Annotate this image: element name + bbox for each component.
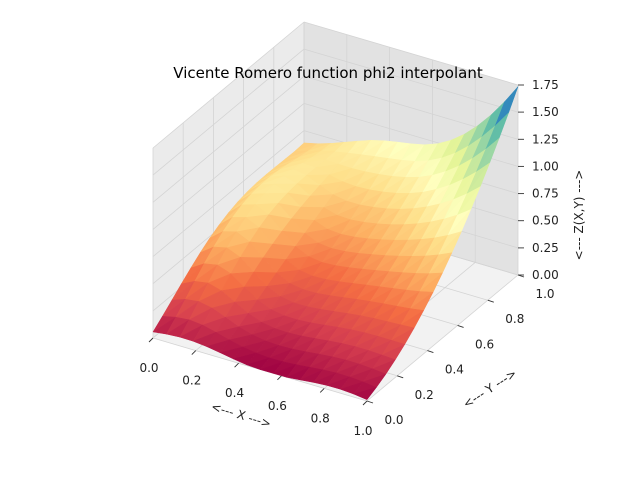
x-tick-label: 1.0 [353, 424, 372, 438]
back-grid-z [303, 48, 519, 113]
chart-title: Vicente Romero function phi2 interpolant [173, 64, 483, 82]
y-tick-mark [427, 350, 434, 354]
x-tick-label: 0.8 [311, 411, 330, 425]
z-tick-label: 0.75 [532, 187, 559, 201]
z-tick-label: 1.75 [532, 78, 559, 92]
x-tick-mark [277, 375, 282, 381]
left-grid-z [152, 48, 305, 176]
back-grid-z [303, 21, 519, 86]
z-axis-label: <--- Z(X,Y) ---> [572, 170, 586, 261]
axis-ticks: 0.0 0.2 0.4 0.6 0.8 1.0 0.0 0.2 0.4 0.6 0.8 1.0 0.00… [139, 78, 558, 438]
x-tick-label: 0.2 [182, 374, 201, 388]
y-axis-label: <--- Y ---> [460, 366, 519, 411]
surface-mesh [152, 86, 519, 401]
y-tick-mark [397, 375, 404, 379]
y-tick-mark [366, 400, 374, 404]
x-tick-label: 0.0 [139, 361, 158, 375]
y-tick-mark [487, 299, 494, 303]
y-tick-mark [457, 324, 464, 328]
x-tick-label: 0.4 [225, 386, 244, 400]
y-tick-label: 0.6 [475, 337, 494, 351]
x-tick-mark [234, 362, 239, 368]
y-tick-label: 0.8 [505, 312, 524, 326]
left-grid-z [152, 103, 305, 230]
y-tick-label: 0.2 [415, 388, 434, 402]
z-tick-label: 0.25 [532, 241, 559, 255]
z-tick-label: 1.00 [532, 159, 559, 173]
left-grid-z [152, 21, 305, 149]
x-tick-label: 0.6 [268, 399, 287, 413]
x-tick-mark [319, 388, 325, 393]
x-axis-label: <--- X ---> [209, 399, 272, 431]
y-tick-label: 0.0 [384, 413, 403, 427]
left-grid-z [152, 75, 305, 203]
y-tick-label: 1.0 [535, 287, 554, 301]
surface-facet [352, 386, 378, 401]
z-tick-label: 1.50 [532, 105, 559, 119]
x-tick-mark [362, 400, 368, 406]
z-tick-label: 0.00 [532, 268, 559, 282]
x-tick-mark [191, 350, 197, 355]
x-tick-mark [148, 337, 154, 343]
y-tick-label: 0.4 [445, 363, 464, 377]
floor-grid-x [366, 274, 519, 402]
left-grid-z [152, 130, 305, 257]
z-tick-label: 1.25 [532, 132, 559, 146]
z-tick-label: 0.50 [532, 214, 559, 228]
left-wall-pane [153, 22, 304, 338]
